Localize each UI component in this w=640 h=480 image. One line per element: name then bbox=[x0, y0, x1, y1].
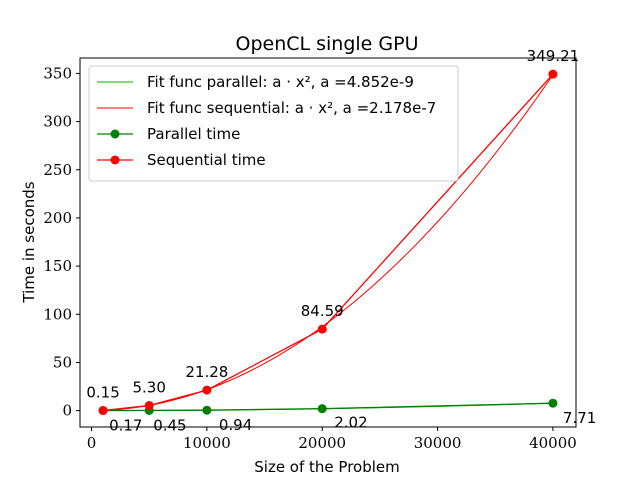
sequential-point bbox=[548, 69, 558, 79]
legend-parallel-time-marker bbox=[110, 129, 120, 139]
sequential-data-label: 349.21 bbox=[527, 47, 580, 65]
parallel-point bbox=[548, 398, 558, 408]
legend-parallel-time-label: Parallel time bbox=[147, 125, 240, 143]
sequential-data-label: 5.30 bbox=[133, 379, 166, 397]
x-tick-label: 40000 bbox=[529, 434, 577, 452]
sequential-data-label: 21.28 bbox=[185, 363, 228, 381]
series-layer bbox=[98, 69, 558, 415]
y-tick-label: 350 bbox=[43, 64, 72, 82]
sequential-data-label: 0.15 bbox=[86, 383, 119, 401]
legend-box bbox=[88, 65, 459, 182]
sequential-point bbox=[317, 324, 327, 334]
y-tick-label: 50 bbox=[53, 353, 72, 371]
y-tick-label: 250 bbox=[43, 161, 72, 179]
parallel-data-label: 7.71 bbox=[563, 409, 596, 427]
legend-sequential-time-label: Sequential time bbox=[147, 151, 266, 169]
parallel-point bbox=[202, 405, 212, 415]
parallel-series-line bbox=[103, 402, 553, 412]
sequential-point bbox=[98, 405, 108, 415]
parallel-data-label: 0.45 bbox=[153, 416, 186, 434]
parallel-data-label: 0.17 bbox=[109, 416, 142, 434]
x-tick-label: 10000 bbox=[183, 434, 231, 452]
parallel-point bbox=[317, 404, 327, 414]
axes: 0 10000 20000 30000 40000 0 50 100 150 200 250 300 3… bbox=[43, 57, 577, 452]
y-tick-label: 0 bbox=[62, 402, 72, 420]
x-tick-label: 30000 bbox=[414, 434, 462, 452]
parallel-data-label: 2.02 bbox=[334, 414, 367, 432]
legend-fit-parallel-label: Fit func parallel: a · x², a =4.852e-9 bbox=[147, 73, 414, 91]
chart-title: OpenCL single GPU bbox=[235, 33, 418, 55]
y-tick-label: 200 bbox=[43, 209, 72, 227]
parallel-data-label: 0.94 bbox=[219, 416, 252, 434]
y-tick-label: 150 bbox=[43, 257, 72, 275]
legend-sequential-time-marker bbox=[110, 155, 120, 165]
y-axis-title: Time in seconds bbox=[20, 181, 38, 303]
x-tick-label: 0 bbox=[87, 434, 97, 452]
y-tick-label: 300 bbox=[43, 113, 72, 131]
x-axis-title: Size of the Problem bbox=[254, 458, 400, 476]
sequential-data-label: 84.59 bbox=[301, 302, 344, 320]
legend-fit-sequential-label: Fit func sequential: a · x², a =2.178e-7 bbox=[147, 99, 436, 117]
sequential-point bbox=[202, 385, 212, 395]
y-tick-label: 100 bbox=[43, 305, 72, 323]
legend: Fit func parallel: a · x², a =4.852e-9 Fi… bbox=[88, 65, 459, 182]
sequential-point bbox=[144, 401, 154, 411]
axes-frame bbox=[79, 57, 577, 428]
data-labels: 0.17 0.45 0.94 2.02 7.71 0.15 5.30 21.28 84.59 34… bbox=[86, 47, 596, 434]
x-tick-label: 20000 bbox=[298, 434, 346, 452]
